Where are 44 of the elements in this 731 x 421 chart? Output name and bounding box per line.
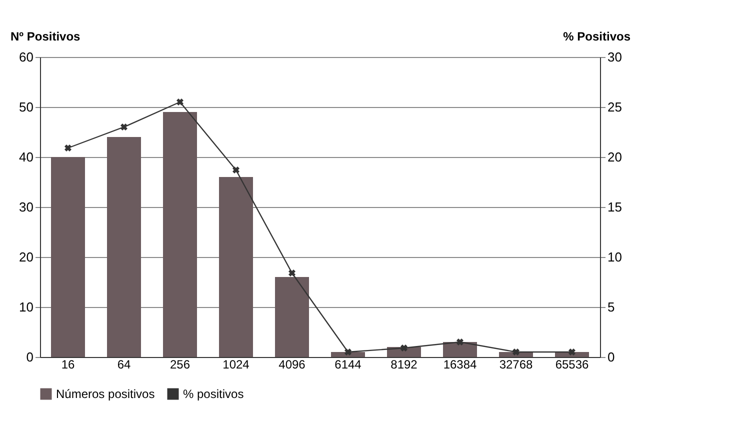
point [176,98,184,106]
x-tick-label: 256 [170,358,190,372]
bar [163,112,197,357]
y-tick-label: 30 [19,200,34,214]
point [344,348,352,356]
legend-label: % positivos [183,387,244,401]
y-tick-label: 10 [19,300,34,314]
x-tick-label: 1024 [222,358,250,372]
point [456,338,464,346]
bar [275,277,309,357]
point [288,270,296,276]
y2-tick-label: 0 [608,350,615,364]
x-tick-label: 32768 [499,358,534,372]
point [232,166,240,174]
point [64,144,72,152]
y2-tick-label: 25 [608,100,622,114]
y2-tick-label: 20 [608,150,622,164]
x-tick-label: 65536 [555,358,590,372]
bar [51,157,85,357]
x-tick-label: 4096 [278,358,306,372]
x-tick-label: 16 [61,358,75,372]
point [400,344,408,352]
point [512,348,520,356]
x-tick-label: 64 [117,358,131,372]
bar [107,137,141,357]
legend-label: Números positivos [56,387,155,401]
y2-tick-label: 10 [608,250,622,264]
y-tick-label: 40 [19,150,34,164]
y2-tick-label: 30 [608,50,622,64]
y-axis-title: Nº Positivos [10,30,81,44]
x-tick-label: 6144 [334,358,362,372]
y-tick-label: 60 [19,50,34,64]
x-tick-label: 8192 [390,358,418,372]
y-tick-label: 20 [19,250,34,264]
y2-axis-title: % Positivos [563,30,631,44]
y-tick-label: 50 [19,100,34,114]
bar [219,177,253,357]
bar [443,342,477,357]
point [120,124,128,130]
x-tick-label: 16384 [443,358,478,372]
y-tick-label: 0 [26,350,34,364]
y2-tick-label: 15 [608,200,622,214]
point [568,348,576,356]
y2-tick-label: 5 [608,300,615,314]
